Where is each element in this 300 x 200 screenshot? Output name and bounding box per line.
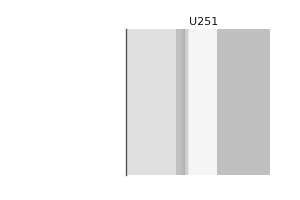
- Bar: [126, 29, 270, 175]
- Text: U251: U251: [188, 17, 218, 27]
- Bar: [176, 29, 270, 175]
- Bar: [184, 29, 217, 175]
- Bar: [183, 29, 188, 175]
- Bar: [181, 29, 185, 175]
- Bar: [184, 29, 189, 175]
- Bar: [182, 29, 187, 175]
- Bar: [181, 29, 186, 175]
